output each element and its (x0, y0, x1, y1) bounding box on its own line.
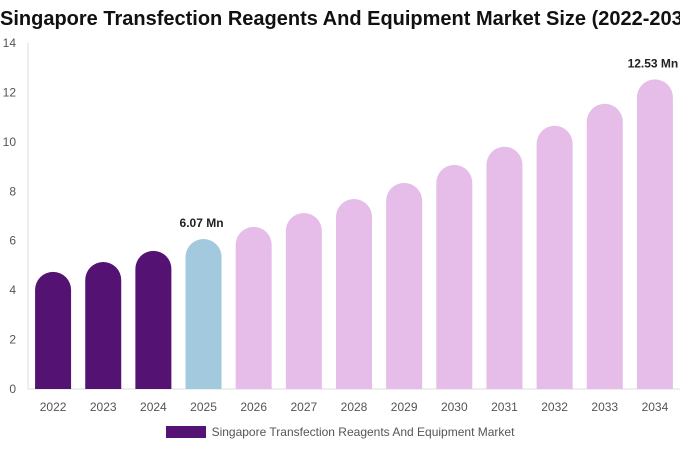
bar-2032 (536, 125, 573, 390)
bar-2022 (35, 271, 72, 389)
y-tick-label: 6 (9, 234, 16, 248)
y-tick-label: 8 (9, 184, 16, 198)
bar-2030 (436, 164, 473, 389)
bar-2031 (486, 146, 523, 389)
x-tick-label: 2031 (491, 400, 518, 414)
y-tick-label: 10 (3, 135, 17, 149)
bar-2028 (336, 198, 372, 389)
bar-2034 (636, 79, 673, 389)
x-tick-label: 2028 (341, 400, 368, 414)
legend-label: Singapore Transfection Reagents And Equi… (211, 425, 515, 439)
x-tick-label: 2025 (190, 400, 217, 414)
x-tick-label: 2024 (140, 400, 167, 414)
data-label: 6.07 Mn (180, 216, 224, 230)
y-tick-label: 14 (3, 36, 17, 50)
bar-2024 (135, 250, 172, 389)
chart-title: Singapore Transfection Reagents And Equi… (0, 8, 680, 30)
bar-2025 (185, 238, 222, 389)
x-tick-label: 2034 (642, 400, 669, 414)
x-tick-label: 2032 (541, 400, 568, 414)
x-tick-label: 2030 (441, 400, 468, 414)
y-tick-label: 2 (9, 333, 16, 347)
x-tick-label: 2033 (591, 400, 618, 414)
bar-2033 (586, 103, 623, 389)
legend: Singapore Transfection Reagents And Equi… (0, 425, 680, 439)
x-tick-label: 2022 (40, 400, 67, 414)
y-tick-label: 0 (9, 382, 16, 396)
bar-2023 (85, 261, 122, 389)
y-tick-label: 12 (3, 85, 17, 99)
y-tick-label: 4 (9, 283, 16, 297)
legend-swatch (165, 426, 206, 438)
x-tick-label: 2029 (391, 400, 418, 414)
bar-2029 (386, 182, 423, 389)
bar-2026 (235, 226, 272, 389)
x-tick-label: 2023 (90, 400, 117, 414)
bar-2027 (285, 213, 322, 389)
x-tick-label: 2027 (290, 400, 317, 414)
data-label: 12.53 Mn (628, 56, 679, 70)
x-tick-label: 2026 (240, 400, 267, 414)
